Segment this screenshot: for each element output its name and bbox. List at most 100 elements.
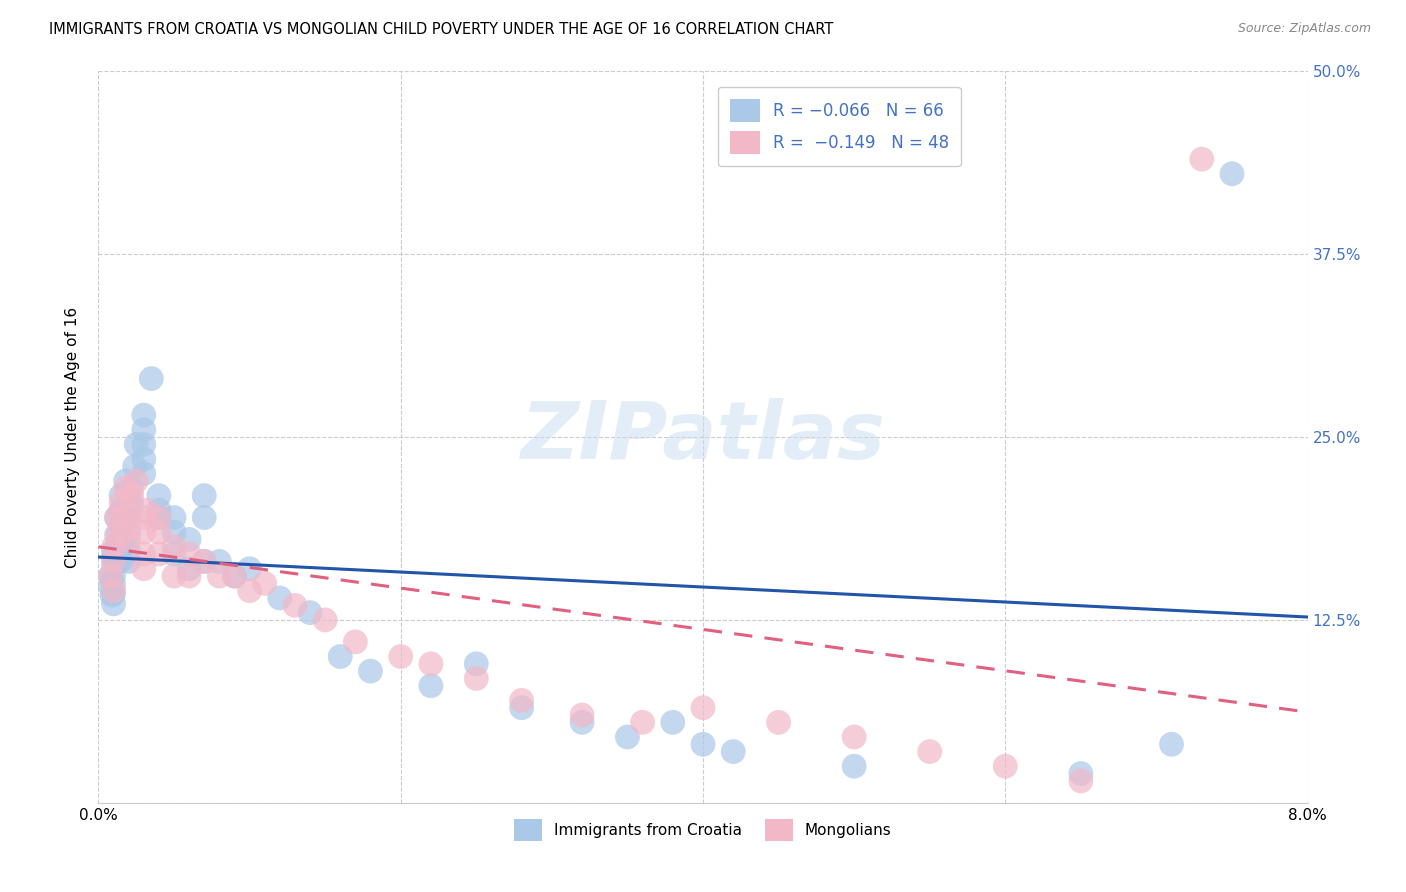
Point	[124, 459, 146, 474]
Point	[163, 547, 186, 561]
Point	[121, 496, 143, 510]
Point	[314, 613, 336, 627]
Point	[135, 503, 157, 517]
Point	[132, 562, 155, 576]
Point	[132, 437, 155, 451]
Point	[661, 715, 683, 730]
Point	[208, 569, 231, 583]
Point	[179, 569, 201, 583]
Point	[148, 510, 170, 524]
Point	[110, 489, 132, 503]
Point	[100, 579, 122, 593]
Point	[100, 569, 122, 583]
Point	[179, 533, 201, 547]
Point	[193, 554, 215, 568]
Point	[571, 715, 593, 730]
Point	[132, 423, 155, 437]
Point	[224, 569, 246, 583]
Point	[105, 510, 128, 524]
Point	[148, 510, 170, 524]
Point	[631, 715, 654, 730]
Point	[125, 437, 148, 451]
Point	[100, 569, 122, 583]
Point	[994, 759, 1017, 773]
Point	[692, 737, 714, 751]
Point	[148, 503, 170, 517]
Point	[125, 474, 148, 488]
Point	[723, 745, 745, 759]
Point	[110, 533, 132, 547]
Point	[103, 597, 125, 611]
Point	[1160, 737, 1182, 751]
Text: IMMIGRANTS FROM CROATIA VS MONGOLIAN CHILD POVERTY UNDER THE AGE OF 16 CORRELATI: IMMIGRANTS FROM CROATIA VS MONGOLIAN CHI…	[49, 22, 834, 37]
Point	[132, 452, 155, 467]
Point	[103, 586, 125, 600]
Point	[132, 467, 155, 481]
Y-axis label: Child Poverty Under the Age of 16: Child Poverty Under the Age of 16	[65, 307, 80, 567]
Point	[1070, 773, 1092, 788]
Point	[768, 715, 790, 730]
Point	[105, 510, 128, 524]
Point	[253, 576, 276, 591]
Point	[360, 664, 382, 678]
Text: ZIPatlas: ZIPatlas	[520, 398, 886, 476]
Point	[1220, 167, 1243, 181]
Legend: Immigrants from Croatia, Mongolians: Immigrants from Croatia, Mongolians	[505, 810, 901, 850]
Point	[132, 408, 155, 422]
Point	[163, 569, 186, 583]
Point	[121, 481, 143, 495]
Point	[118, 510, 141, 524]
Point	[193, 510, 215, 524]
Point	[224, 569, 246, 583]
Point	[179, 562, 201, 576]
Point	[239, 562, 262, 576]
Point	[103, 544, 125, 558]
Point	[420, 679, 443, 693]
Point	[103, 569, 125, 583]
Point	[239, 583, 262, 598]
Point	[118, 510, 141, 524]
Point	[844, 730, 866, 744]
Point	[163, 540, 186, 554]
Point	[510, 700, 533, 714]
Point	[844, 759, 866, 773]
Point	[111, 540, 134, 554]
Point	[118, 525, 141, 540]
Point	[389, 649, 412, 664]
Point	[692, 700, 714, 714]
Point	[193, 554, 215, 568]
Point	[510, 693, 533, 707]
Point	[299, 606, 322, 620]
Point	[616, 730, 638, 744]
Point	[148, 489, 170, 503]
Point	[103, 578, 125, 592]
Point	[118, 533, 141, 547]
Point	[107, 538, 129, 552]
Point	[141, 371, 163, 385]
Point	[114, 474, 136, 488]
Text: Source: ZipAtlas.com: Source: ZipAtlas.com	[1237, 22, 1371, 36]
Point	[344, 635, 367, 649]
Point	[103, 558, 125, 573]
Point	[118, 503, 141, 517]
Point	[1191, 152, 1213, 166]
Point	[110, 517, 132, 532]
Point	[118, 544, 141, 558]
Point	[163, 510, 186, 524]
Point	[121, 489, 143, 503]
Point	[103, 540, 125, 554]
Point	[132, 547, 155, 561]
Point	[103, 583, 125, 598]
Point	[329, 649, 352, 664]
Point	[103, 554, 125, 568]
Point	[179, 547, 201, 561]
Point	[918, 745, 941, 759]
Point	[105, 528, 128, 542]
Point	[465, 672, 488, 686]
Point	[132, 525, 155, 540]
Point	[284, 599, 307, 613]
Point	[118, 489, 141, 503]
Point	[111, 525, 134, 540]
Point	[208, 554, 231, 568]
Point	[132, 510, 155, 524]
